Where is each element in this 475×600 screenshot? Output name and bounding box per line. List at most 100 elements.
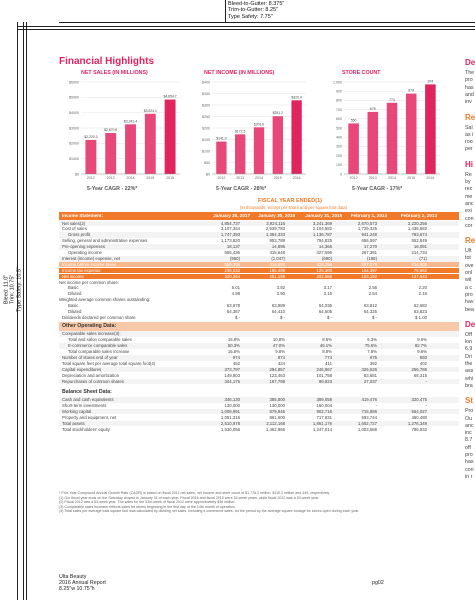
row-value: 47.0% <box>272 343 285 349</box>
right-col-text: off <box>465 444 471 451</box>
row-value: (71) <box>419 255 427 261</box>
row-value: 27,037 <box>363 378 377 384</box>
row-value: 4.98 <box>231 291 240 297</box>
trim-note-2: Trim-to-Gutter: 8.25" <box>228 7 279 14</box>
y-tick-label: $0 <box>75 172 79 176</box>
trim-note-1: Bleed-to-Gutter: 8.375" <box>228 1 285 7</box>
row-value: 555,436 <box>224 250 240 255</box>
chart-net-income: NET INCOME (IN MILLIONS) $400 $350 $300 $25… <box>190 70 310 198</box>
table-row: Working capital 1,008,991 879,846 902,716 71… <box>59 408 459 415</box>
row-label: Property and equipment, net <box>62 414 117 420</box>
row-value: 2,539,783 <box>265 226 285 232</box>
row-value: 3.15 <box>323 291 332 297</box>
row-value: 452 <box>232 360 240 366</box>
other-operating-label: Other Operating Data: <box>62 322 117 329</box>
row-value: 2,510,878 <box>220 420 240 426</box>
y-tick-label: 0 <box>340 172 342 176</box>
row-label: Gross profit <box>68 232 91 238</box>
chart-cagr: 5-Year CAGR - 17%* <box>352 186 403 192</box>
row-value: 1,247,014 <box>312 426 332 432</box>
footnote: (2) Fiscal 2012 was a 53-week year. The … <box>59 500 236 504</box>
column-header: February 2, 2013 <box>400 213 437 218</box>
chart-title: NET INCOME (IN MILLIONS) <box>204 70 275 76</box>
row-label: Cash and cash equivalents <box>62 397 114 402</box>
row-value: 68,315 <box>413 372 427 378</box>
y-tick-label: $400 <box>202 80 210 84</box>
bar <box>253 127 265 174</box>
y-tick-label: 900 <box>336 90 342 94</box>
right-col-text: exi <box>465 208 472 215</box>
balance-sheet-label: Balance Sheet Data: <box>62 388 112 395</box>
row-value: 214,734 <box>411 250 427 255</box>
table-row: Dividends declared per common share $ - $ … <box>59 315 459 321</box>
y-tick-label: 500 <box>336 126 342 130</box>
chart-title: STORE COUNT <box>342 70 381 76</box>
y-tick-label: $4000 <box>69 111 79 115</box>
table-row: Interest (income) expense, net (960) (1,04… <box>59 255 459 262</box>
row-label: Diluted <box>68 309 82 314</box>
right-col-text: the <box>465 361 473 367</box>
row-label: Total assets <box>62 420 85 426</box>
y-tick-label: $50 <box>204 161 210 165</box>
row-value: 163,192 <box>361 273 377 279</box>
y-tick-label: $0 <box>206 172 210 176</box>
row-label: Selling, general and administrative expe… <box>62 238 148 244</box>
bar <box>348 123 359 174</box>
row-value: 1,136,787 <box>312 232 332 238</box>
row-value: 15.8% <box>227 337 240 343</box>
row-value: 167,798 <box>269 378 285 384</box>
right-col-text: wit <box>465 277 472 284</box>
table-row: Income before income taxes 556,396 416,695… <box>59 261 459 268</box>
y-tick-label: $5000 <box>69 96 79 100</box>
row-label: Pre-opening expenses <box>62 244 105 250</box>
bar-value-label: $141.0 <box>216 137 226 141</box>
row-value: 328,286 <box>316 261 332 267</box>
table-row: Repurchases of common shares 344,175 167,7… <box>59 378 459 385</box>
row-value: 5.01 <box>231 285 240 291</box>
row-value: 214,805 <box>411 261 427 267</box>
row-value: 2.16 <box>418 291 427 297</box>
x-tick-label: 2016 <box>293 176 301 180</box>
y-tick-label: $200 <box>202 126 210 130</box>
y-tick-label: 400 <box>336 136 342 140</box>
balance-sheet-header: Balance Sheet Data: <box>59 388 459 397</box>
right-col-text: in r <box>465 473 473 480</box>
row-value: 83,681 <box>363 372 377 378</box>
row-value: 3.92 <box>276 285 285 291</box>
report-name: 2016 Annual Report <box>59 580 106 587</box>
table-row: Pre-opening expenses 18,137 14,896 14,366 17… <box>59 244 459 250</box>
row-value: 861,600 <box>269 414 285 420</box>
row-label: Comparable sales increase(3): <box>62 331 121 337</box>
row-value: 7.8% <box>367 349 377 355</box>
row-value: 8.6% <box>322 337 332 343</box>
column-header: February 1, 2014 <box>350 213 387 218</box>
row-value: 82.7% <box>414 343 427 349</box>
row-value: 76,962 <box>413 267 427 273</box>
row-value: 64,036 <box>318 303 332 309</box>
trim-note-3: Type Safety: 7.75" <box>228 13 273 20</box>
row-value: 593,744 <box>361 414 377 420</box>
bar-value-label: $3,241.4 <box>124 119 137 123</box>
row-value: 419,476 <box>361 397 377 402</box>
row-value: 18,137 <box>226 244 240 250</box>
trim-horizontal-line <box>59 22 475 23</box>
side-notes: Bleed: 11.0" Trim: 10.75" Type Safety: 1… <box>4 254 23 324</box>
y-tick-label: $100 <box>202 149 210 153</box>
table-row: Property and equipment, net 1,051,316 861,… <box>59 415 459 421</box>
row-value: 974 <box>232 355 240 360</box>
row-value: 202,986 <box>316 273 332 279</box>
row-value: 460,480 <box>411 414 427 420</box>
row-value: 326,626 <box>361 366 377 372</box>
row-label: Interest (income) expense, net <box>62 255 121 261</box>
row-value: 3.90 <box>276 291 285 297</box>
column-header: January 28, 2017 <box>213 213 250 218</box>
y-tick-label: $3000 <box>69 126 79 130</box>
row-value: 556,396 <box>224 261 240 267</box>
x-tick-label: 2012 <box>350 176 358 180</box>
row-value: $ - <box>326 314 332 320</box>
row-value: 267,579 <box>361 261 377 267</box>
bar-value-label: 550 <box>351 118 357 122</box>
bar <box>235 134 246 174</box>
trim-left-line <box>17 22 18 600</box>
y-tick-label: 800 <box>336 99 342 103</box>
